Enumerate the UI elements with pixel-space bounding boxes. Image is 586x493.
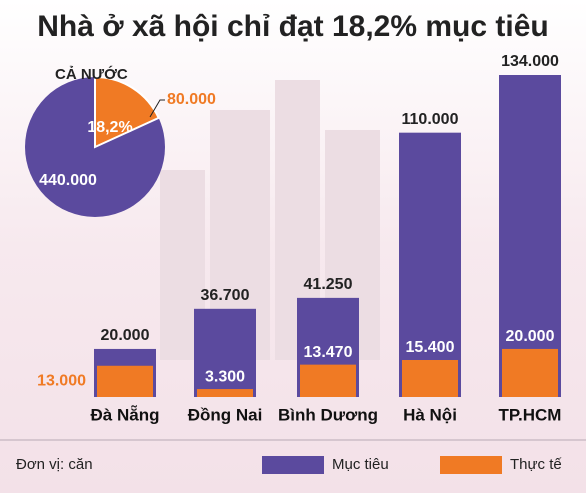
legend-swatch — [440, 456, 502, 474]
legend-label: Mục tiêu — [332, 456, 389, 473]
target-bar — [399, 132, 461, 398]
callout-line — [149, 99, 165, 118]
target-bar — [499, 75, 561, 397]
legend-swatch — [262, 456, 324, 474]
target-value-label: 110.000 — [402, 111, 459, 128]
chart-title: Nhà ở xã hội chỉ đạt 18,2% mục tiêu — [37, 10, 548, 43]
building-silhouette — [160, 80, 380, 360]
x-tick-label: Đà Nẵng — [91, 404, 160, 424]
target-bar — [194, 308, 256, 397]
actual-value-label: 13.470 — [304, 344, 353, 361]
pie-total-label: 440.000 — [39, 172, 97, 189]
actual-bar — [300, 364, 356, 397]
target-value-label: 36.700 — [201, 287, 250, 304]
unit-note: Đơn vị: căn — [16, 456, 93, 473]
actual-value-label: 20.000 — [506, 328, 555, 345]
target-value-label: 134.000 — [501, 53, 559, 70]
target-value-label: 41.250 — [304, 276, 353, 293]
legend-label: Thực tế — [510, 456, 562, 473]
actual-value-label: 15.400 — [406, 339, 455, 356]
x-tick-label: Hà Nội — [403, 405, 457, 424]
x-tick-label: Bình Dương — [278, 405, 378, 424]
actual-bar — [197, 389, 253, 397]
pie-title: CẢ NƯỚC — [55, 65, 128, 83]
target-value-label: 20.000 — [101, 327, 150, 344]
actual-value-label: 13.000 — [37, 373, 86, 390]
actual-bar — [402, 359, 458, 397]
actual-bar — [97, 365, 153, 397]
pie-slice — [94, 75, 160, 149]
x-tick-label: TP.HCM — [499, 405, 562, 424]
pie-share-label: 18,2% — [87, 119, 132, 136]
pie-actual-label: 80.000 — [167, 91, 216, 108]
actual-bar — [502, 348, 558, 397]
actual-value-label: 3.300 — [205, 368, 245, 385]
x-tick-label: Đồng Nai — [188, 405, 263, 424]
